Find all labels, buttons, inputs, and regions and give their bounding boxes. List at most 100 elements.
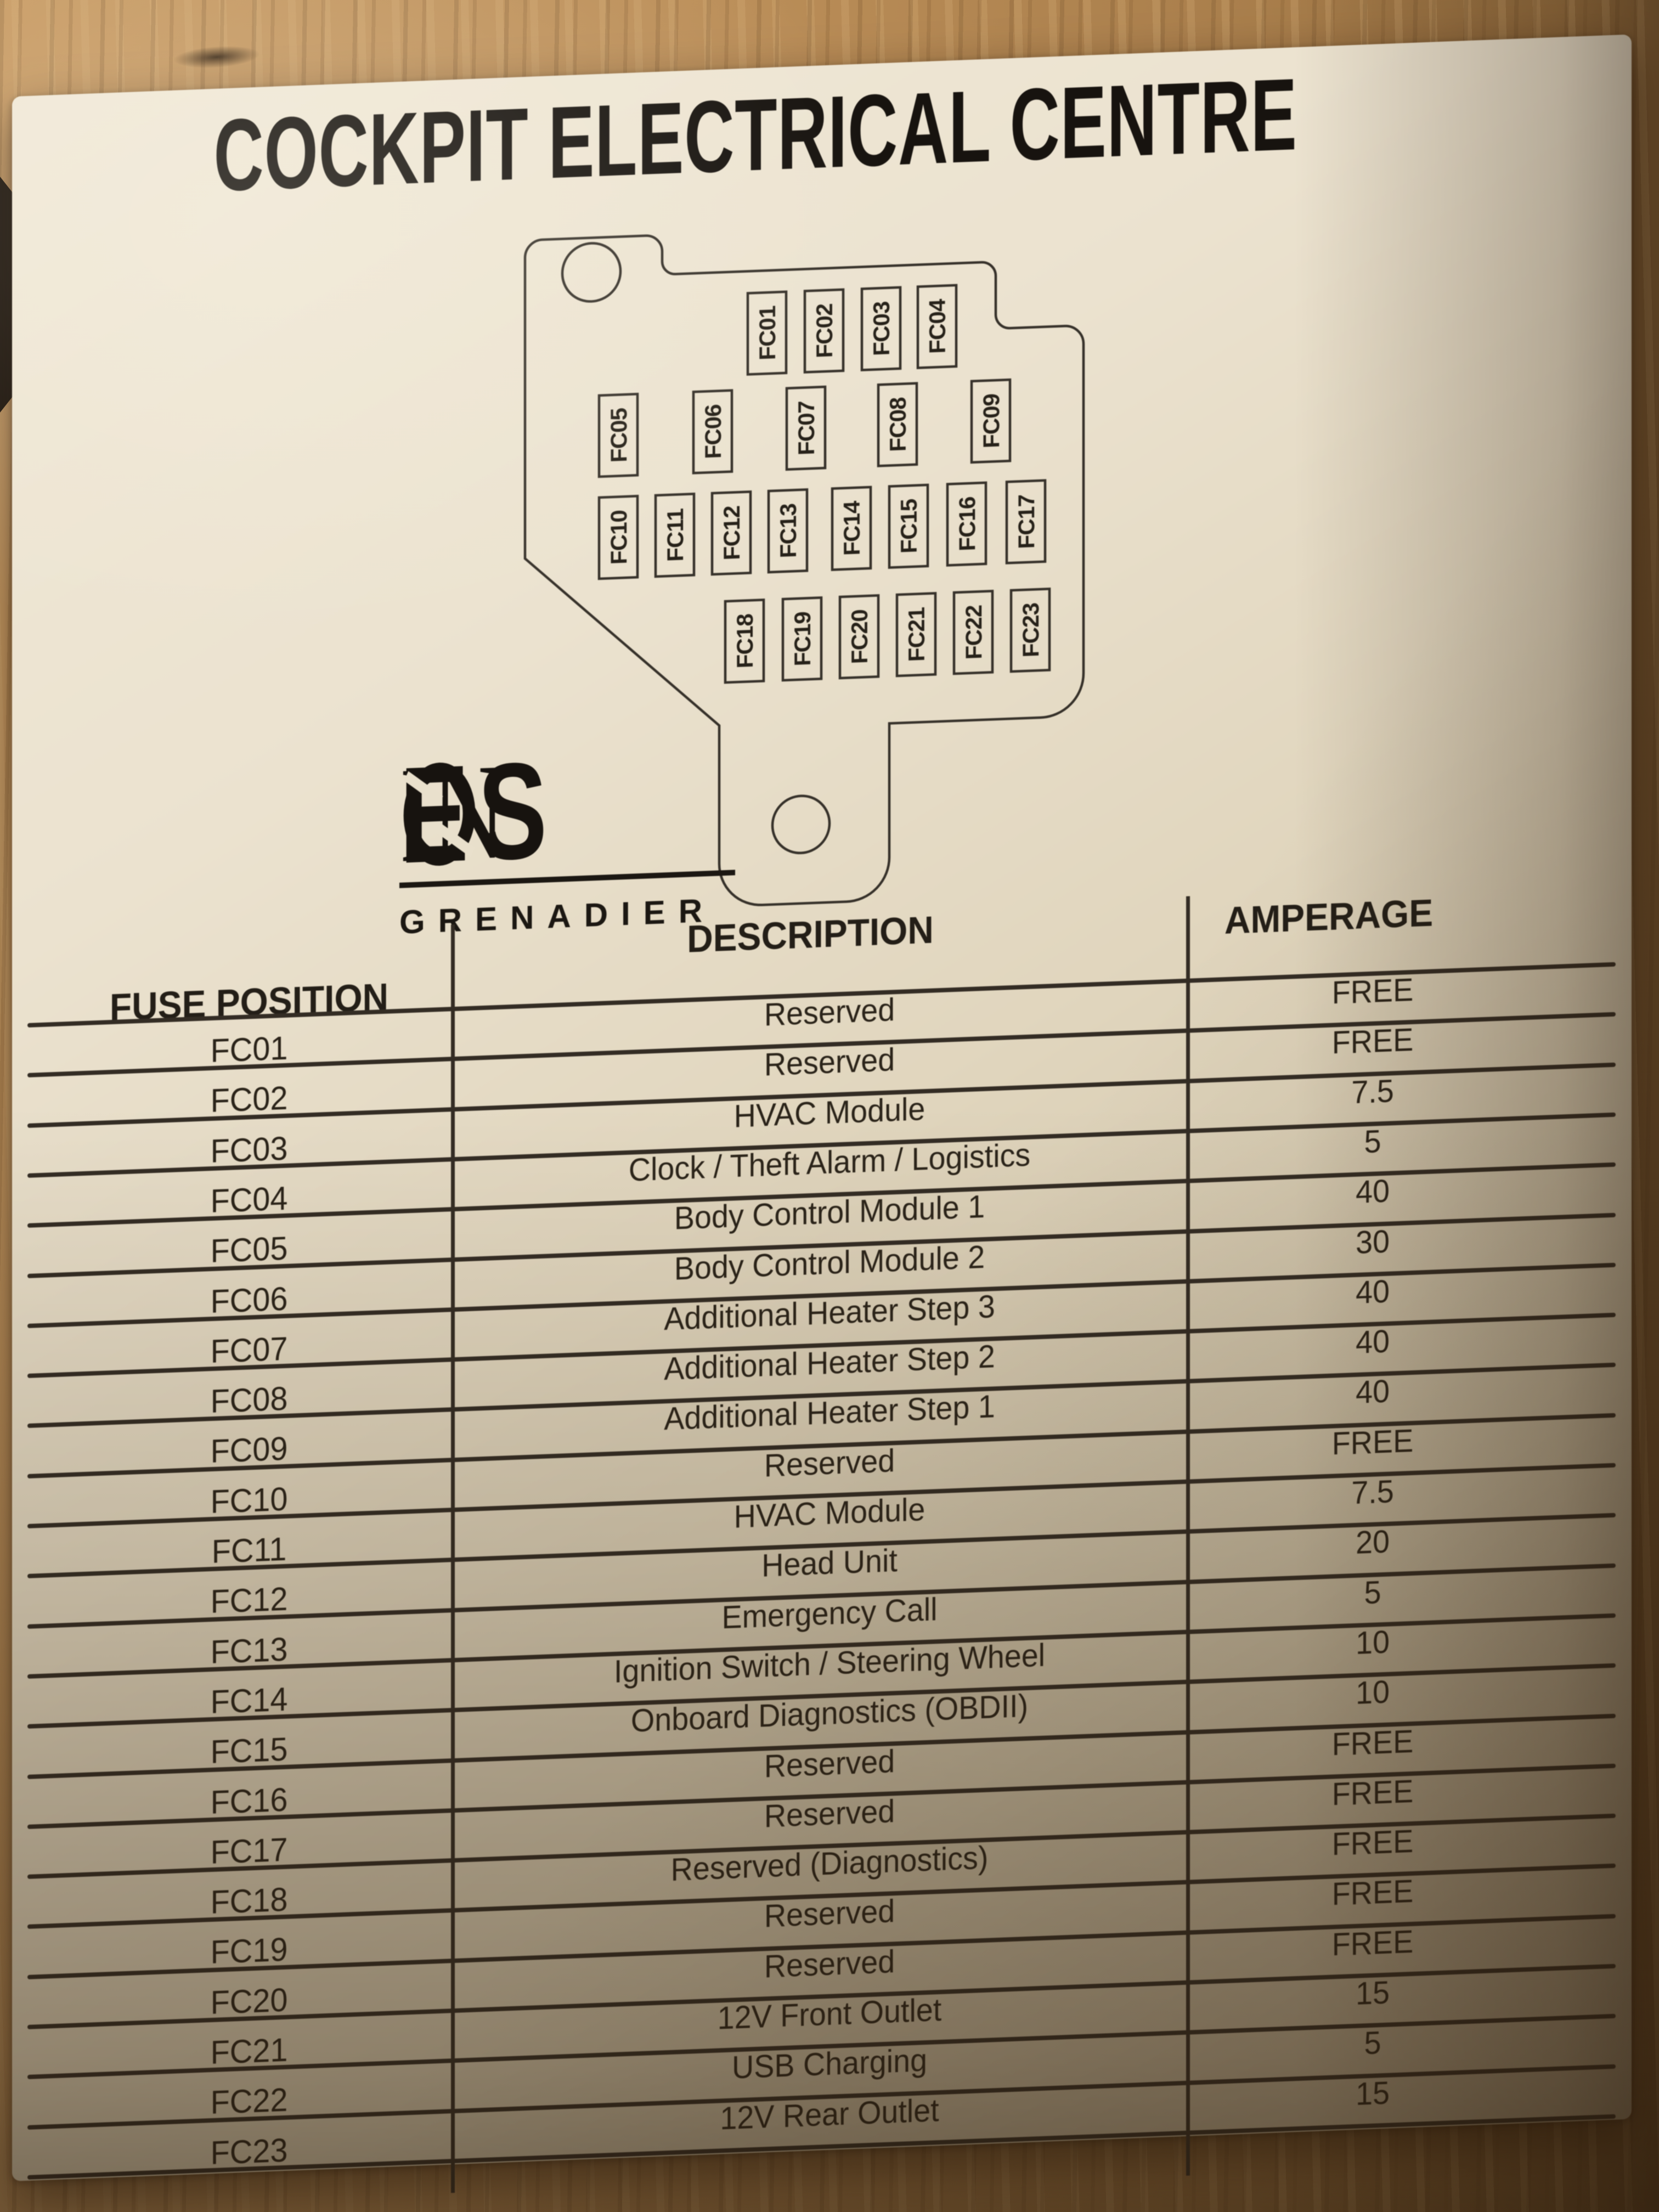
fuse-label: FC11 <box>662 508 688 562</box>
amperage-cell: 5 <box>1364 1124 1381 1160</box>
page-title: COCKPIT ELECTRICAL CENTRE <box>213 58 1297 213</box>
fuse-label: FC14 <box>839 500 865 556</box>
amperage-cell: 40 <box>1356 1273 1390 1311</box>
fuse-cell: FC10 <box>597 494 639 580</box>
fuse-cell: FC19 <box>781 596 823 682</box>
amperage-cell: FREE <box>1331 1423 1414 1462</box>
amperage-cell: 20 <box>1356 1523 1390 1561</box>
fuse-label: FC08 <box>885 397 911 452</box>
fuse-label: FC20 <box>847 609 872 664</box>
fuse-position-cell: FC23 <box>210 2131 288 2171</box>
fuse-position-cell: FC12 <box>210 1580 288 1621</box>
fuse-cell: FC17 <box>1005 479 1047 565</box>
fuse-label: FC05 <box>606 408 631 463</box>
fuse-position-cell: FC14 <box>210 1680 288 1721</box>
amperage-cell: 7.5 <box>1351 1474 1394 1511</box>
fuse-position-cell: FC20 <box>210 1981 288 2021</box>
fuse-cell: FC02 <box>803 288 845 374</box>
description-cell: Reserved <box>764 1442 895 1484</box>
fuse-label: FC06 <box>700 404 726 459</box>
fuse-position-cell: FC02 <box>210 1079 288 1120</box>
fuse-position-cell: FC21 <box>210 2031 288 2072</box>
fuse-cell: FC15 <box>888 483 929 569</box>
fuse-position-cell: FC11 <box>211 1530 287 1571</box>
fuse-label: FC21 <box>904 607 929 662</box>
amperage-cell: FREE <box>1331 1723 1414 1763</box>
fuse-position-cell: FC19 <box>210 1931 288 1971</box>
fuse-label: FC15 <box>896 498 922 554</box>
column-header-description: DESCRIPTION <box>687 908 934 961</box>
ineos-o-icon <box>403 761 476 867</box>
fuse-position-cell: FC17 <box>210 1831 288 1871</box>
fuse-position-cell: FC09 <box>210 1430 288 1470</box>
description-cell: Reserved <box>764 1743 895 1784</box>
fuse-cell: FC14 <box>831 486 872 571</box>
fuse-cell: FC05 <box>597 392 639 478</box>
fuse-position-cell: FC04 <box>210 1180 288 1220</box>
fuse-cell: FC21 <box>895 592 937 678</box>
description-cell: Reserved <box>764 1893 895 1934</box>
fuse-label: FC16 <box>954 496 980 551</box>
fuse-position-cell: FC03 <box>210 1130 288 1170</box>
fuse-position-cell: FC16 <box>210 1781 288 1821</box>
fuse-cell: FC06 <box>692 389 733 475</box>
amperage-cell: 7.5 <box>1351 1073 1394 1110</box>
mounting-hole-bottom-icon <box>771 794 831 855</box>
amperage-cell: 10 <box>1356 1674 1390 1712</box>
fuse-cell: FC03 <box>860 286 902 371</box>
fuse-label: FC10 <box>606 510 631 565</box>
amperage-cell: 30 <box>1356 1223 1390 1261</box>
fuse-cell: FC08 <box>877 382 918 467</box>
fuse-label: FC03 <box>868 301 894 356</box>
fuse-label: FC02 <box>811 303 837 358</box>
description-cell: Reserved <box>764 992 895 1033</box>
fuse-position-cell: FC07 <box>210 1330 288 1370</box>
fuse-label: FC22 <box>961 605 986 659</box>
fuse-label: FC17 <box>1013 494 1039 549</box>
amperage-cell: 5 <box>1364 1574 1381 1611</box>
fuse-label: FC19 <box>789 611 815 666</box>
fuse-cell: FC01 <box>746 290 788 376</box>
fuse-label: FC01 <box>754 305 780 360</box>
fuse-cell: FC23 <box>1009 588 1051 673</box>
logo-s-text: S <box>477 733 545 889</box>
amperage-cell: 40 <box>1356 1373 1390 1411</box>
fuse-position-cell: FC15 <box>210 1730 288 1771</box>
fuse-reference-card: COCKPIT ELECTRICAL CENTRE FC01 FC02 FC03 FC… <box>12 34 1632 2193</box>
fuse-position-cell: FC10 <box>210 1480 288 1520</box>
fuse-label: FC09 <box>978 393 1004 448</box>
mounting-hole-top-icon <box>561 242 622 303</box>
fuse-label: FC18 <box>732 613 758 669</box>
fuse-cell: FC07 <box>785 385 827 471</box>
amperage-cell: FREE <box>1331 1022 1414 1061</box>
amperage-cell: FREE <box>1331 1773 1414 1813</box>
description-cell: Reserved <box>764 1042 895 1083</box>
fuse-position-cell: FC08 <box>210 1380 288 1420</box>
fuse-position-cell: FC05 <box>210 1229 288 1270</box>
amperage-cell: 10 <box>1356 1624 1390 1661</box>
amperage-cell: 5 <box>1364 2025 1381 2062</box>
wood-knot <box>158 38 275 76</box>
amperage-cell: 15 <box>1356 2075 1390 2112</box>
fuse-position-cell: FC13 <box>210 1630 288 1671</box>
description-cell: Reserved <box>764 1793 895 1835</box>
fuse-cell: FC12 <box>710 490 752 576</box>
amperage-cell: FREE <box>1331 1923 1414 1963</box>
amperage-cell: FREE <box>1331 1874 1414 1912</box>
amperage-cell: FREE <box>1331 972 1414 1011</box>
fuse-cell: FC20 <box>838 594 880 680</box>
fuse-cell: FC22 <box>952 590 994 675</box>
amperage-cell: 40 <box>1356 1173 1390 1211</box>
description-cell: Reserved <box>764 1943 895 1985</box>
fuse-cell: FC04 <box>916 284 958 369</box>
fuse-label: FC07 <box>793 400 819 455</box>
fuse-cell: FC13 <box>767 488 809 574</box>
fuse-cell: FC11 <box>654 492 696 578</box>
fuse-cell: FC16 <box>946 481 988 567</box>
fuse-label: FC13 <box>775 503 801 558</box>
column-header-amperage: AMPERAGE <box>1224 891 1434 943</box>
fuse-label: FC12 <box>719 505 744 560</box>
fuse-position-cell: FC01 <box>210 1029 288 1070</box>
fuse-label: FC23 <box>1018 602 1043 657</box>
